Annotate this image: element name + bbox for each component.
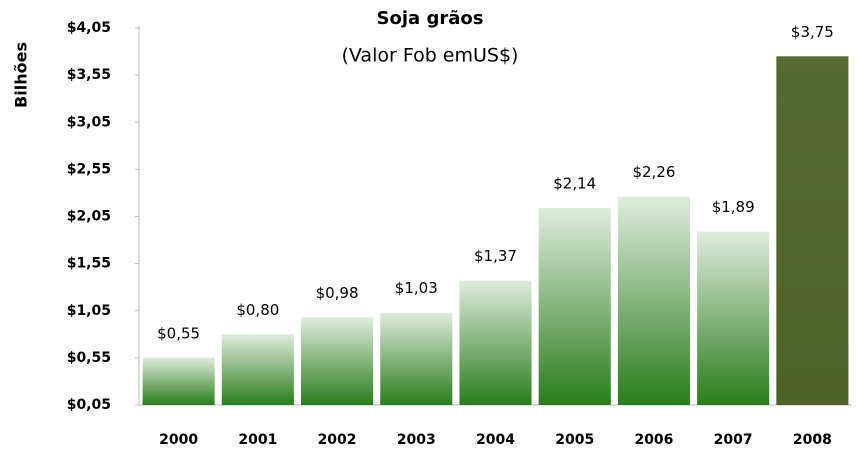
- value-label: $0,98: [316, 284, 359, 302]
- y-tick-label: $0,05: [67, 397, 111, 413]
- chart-subtitle: (Valor Fob emUS$): [342, 45, 519, 67]
- y-tick-label: $1,55: [67, 256, 111, 272]
- y-tick-label: $1,05: [67, 303, 111, 319]
- value-label: $0,55: [157, 324, 200, 342]
- x-tick-label: 2003: [397, 432, 436, 448]
- value-label: $3,75: [791, 23, 834, 41]
- value-label: $0,80: [236, 301, 279, 319]
- value-label: $2,26: [632, 163, 675, 181]
- bar: [380, 312, 453, 405]
- value-label: $1,37: [474, 247, 517, 265]
- y-axis-label: Bilhões: [12, 42, 31, 108]
- x-tick-label: 2002: [318, 432, 357, 448]
- x-tick-label: 2005: [555, 432, 594, 448]
- bar: [617, 196, 690, 405]
- x-tick-label: 2006: [634, 432, 673, 448]
- bar: [301, 317, 374, 405]
- y-tick-label: $2,55: [67, 161, 111, 177]
- x-tick-label: 2001: [238, 432, 277, 448]
- y-tick-label: $3,05: [67, 114, 111, 130]
- bar: [776, 56, 849, 406]
- chart-title: Soja grãos: [377, 8, 484, 29]
- x-tick-label: 2004: [476, 432, 515, 448]
- y-tick-label: $2,05: [67, 209, 111, 225]
- y-tick-label: $4,05: [67, 20, 111, 36]
- value-label: $1,89: [712, 198, 755, 216]
- value-label: $1,03: [395, 279, 438, 297]
- y-tick-label: $3,55: [67, 67, 111, 83]
- bar: [142, 357, 215, 405]
- value-label: $2,14: [553, 175, 596, 193]
- bar: [538, 208, 611, 405]
- x-tick-label: 2008: [793, 432, 832, 448]
- bar: [221, 334, 294, 405]
- bar: [459, 280, 532, 405]
- y-tick-label: $0,55: [67, 350, 111, 366]
- x-tick-label: 2000: [159, 432, 198, 448]
- x-tick-label: 2007: [714, 432, 753, 448]
- bar: [697, 231, 770, 405]
